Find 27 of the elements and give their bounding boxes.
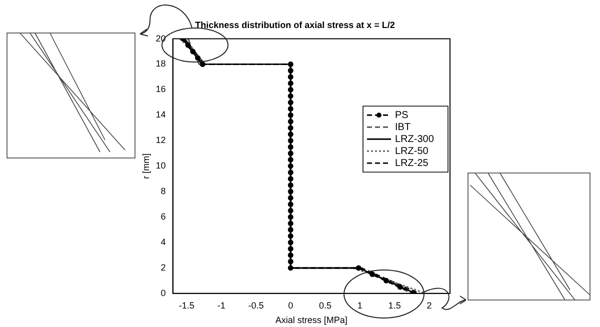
- y-tick-label: 2: [160, 262, 166, 272]
- chart-title: Thickness distribution of axial stress at x = L/2: [195, 20, 395, 30]
- y-tick-label: 10: [156, 160, 166, 171]
- y-tick-label: 16: [156, 84, 166, 94]
- y-tick-label: 6: [160, 212, 166, 222]
- legend-label: LRZ-50: [395, 146, 429, 157]
- x-tick-label: 0: [288, 300, 294, 310]
- legend-label: IBT: [395, 122, 411, 133]
- y-tick-label: 20: [156, 33, 166, 44]
- y-tick-label: 0: [160, 288, 166, 298]
- x-tick-label: -1: [217, 300, 226, 310]
- x-axis-title: Axial stress [MPa]: [275, 315, 348, 326]
- legend-label: LRZ-25: [395, 158, 429, 169]
- legend-label: PS: [395, 110, 409, 121]
- x-tick-label: -1.5: [178, 300, 194, 310]
- x-tick-label: 2: [426, 300, 432, 310]
- y-tick-label: 4: [160, 236, 166, 247]
- x-tick-label: 0.5: [319, 300, 332, 310]
- y-tick-label: 12: [156, 135, 166, 146]
- x-tick-label: -0.5: [248, 300, 264, 310]
- x-tick-label: 1.5: [388, 300, 401, 310]
- y-tick-label: 14: [156, 110, 166, 120]
- y-tick-label: 8: [160, 186, 166, 196]
- x-tick-label: 1: [357, 300, 362, 310]
- legend-label: LRZ-300: [395, 134, 434, 145]
- y-axis-title: r [mm]: [140, 153, 151, 179]
- y-tick-label: 18: [156, 58, 166, 69]
